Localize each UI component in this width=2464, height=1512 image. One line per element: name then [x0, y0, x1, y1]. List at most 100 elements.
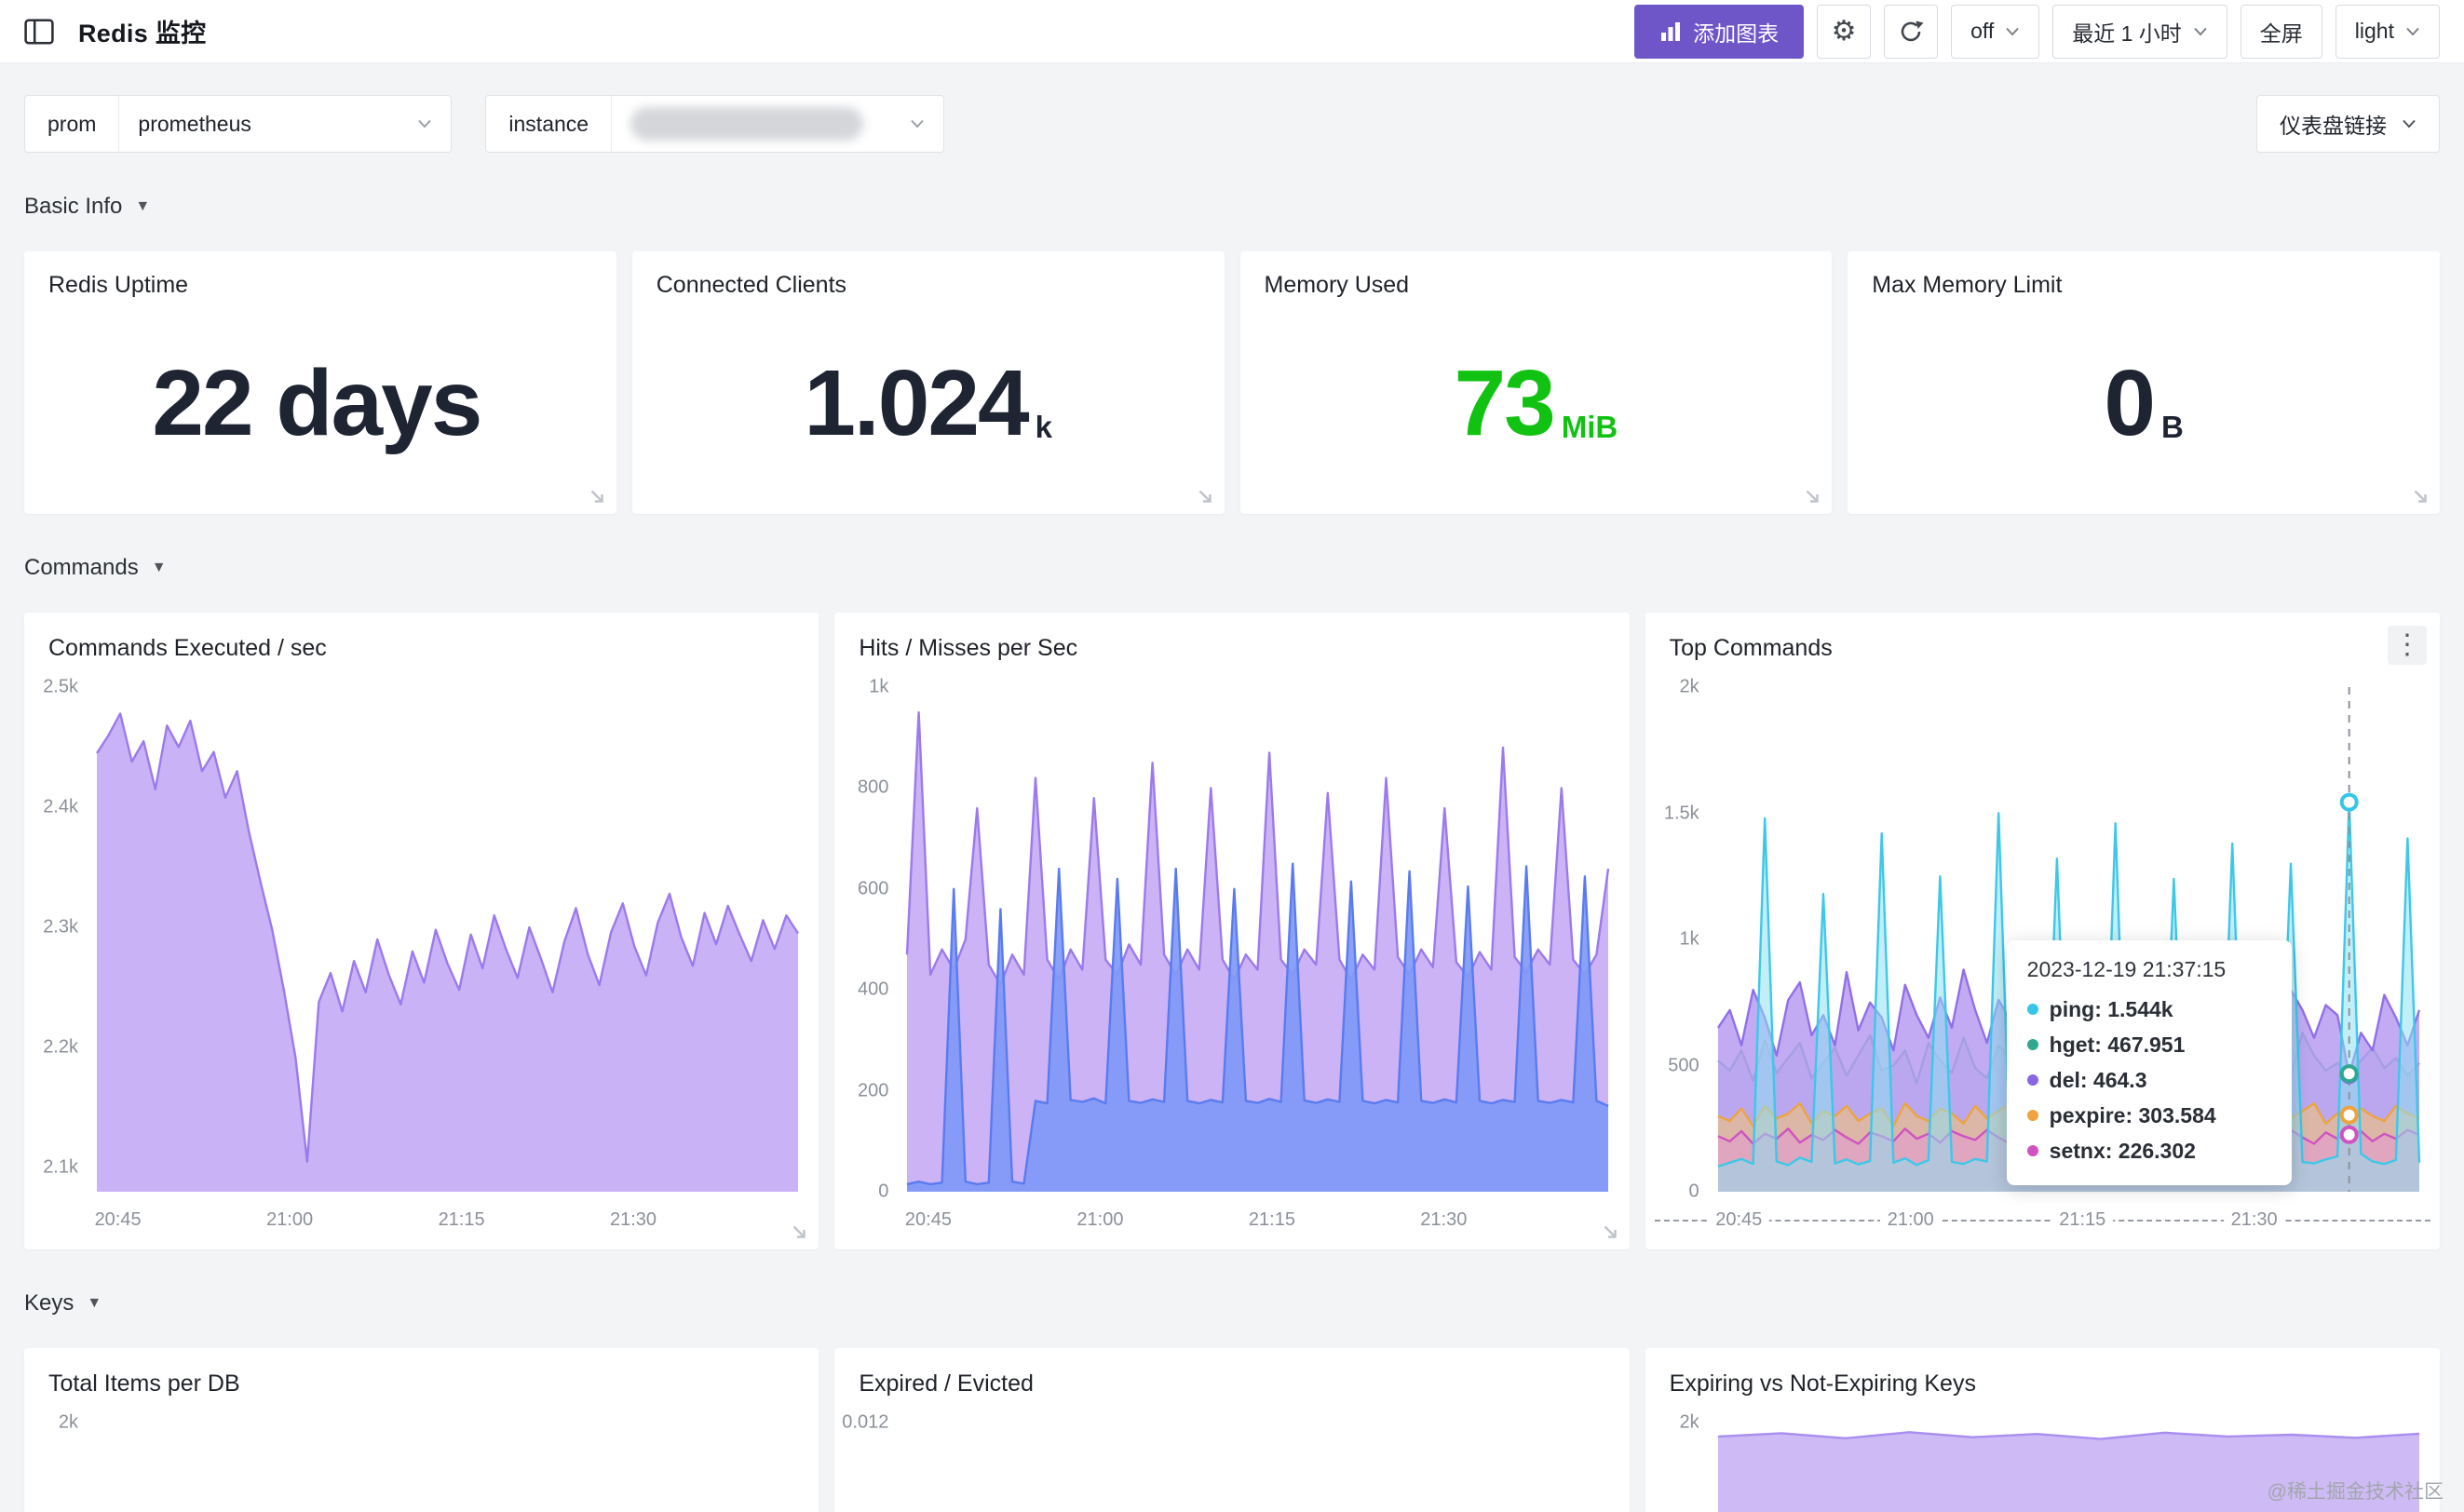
instance-select[interactable] [612, 96, 943, 152]
dashboard-links-dropdown[interactable]: 仪表盘链接 [2256, 95, 2440, 153]
filters-bar: prom prometheus instance 仪表盘链接 [24, 95, 2440, 153]
y-axis: 05001k1.5k2k [1645, 687, 1707, 1192]
chart-canvas [907, 1423, 1608, 1512]
chart-plot[interactable] [907, 687, 1608, 1192]
chart-card-hits-misses: Hits / Misses per Sec 02004006008001k 20… [834, 613, 1629, 1249]
x-tick-label: 21:15 [431, 1205, 493, 1235]
stat-value: 73 [1455, 357, 1554, 450]
chart-plot[interactable] [97, 1423, 798, 1512]
settings-button[interactable]: ⚙ [1817, 5, 1871, 59]
gear-icon: ⚙ [1832, 18, 1857, 46]
series-dot [2027, 1039, 2038, 1050]
y-tick-label: 2.5k [43, 677, 78, 698]
chart-title: Expired / Evicted [859, 1370, 1034, 1397]
y-axis: 2k [24, 1423, 86, 1512]
kebab-menu-icon: ⋮ [2393, 631, 2421, 659]
tooltip-item: pexpire: 303.584 [2027, 1098, 2271, 1133]
y-axis: 0.012 [834, 1423, 896, 1512]
section-header-keys[interactable]: Keys ▼ [24, 1287, 2440, 1320]
add-chart-button[interactable]: 添加图表 [1634, 5, 1804, 59]
resize-handle-icon[interactable] [587, 486, 607, 506]
x-tick-label: 21:15 [1241, 1205, 1303, 1235]
stat-unit: B [2161, 410, 2184, 445]
resize-handle-icon[interactable] [1195, 486, 1215, 506]
stat-value: 0 [2104, 357, 2154, 450]
chevron-down-icon [2005, 27, 2020, 36]
y-tick-label: 2k [1680, 1412, 1699, 1434]
tooltip-timestamp: 2023-12-19 21:37:15 [2027, 957, 2271, 982]
prom-filter-label: prom [25, 96, 119, 152]
page-title: Redis 监控 [78, 13, 206, 49]
chart-plot[interactable] [97, 687, 798, 1192]
x-axis: 20:4521:0021:1521:30 [1718, 1205, 2419, 1235]
chart-menu-button[interactable]: ⋮ [2388, 626, 2427, 665]
stat-unit: MiB [1562, 410, 1618, 445]
refresh-interval-dropdown[interactable]: off [1951, 5, 2039, 59]
x-tick-label: 20:45 [88, 1205, 149, 1235]
y-tick-label: 2.1k [43, 1157, 78, 1179]
series-dot [2027, 1145, 2038, 1156]
x-tick-label: 21:30 [602, 1205, 664, 1235]
y-tick-label: 400 [858, 979, 888, 1001]
header-actions: 添加图表 ⚙ off 最近 1 小时 [1634, 5, 2440, 59]
stat-title: Memory Used [1265, 272, 1410, 299]
tooltip-item: hget: 467.951 [2027, 1027, 2271, 1062]
resize-handle-icon[interactable] [2410, 486, 2430, 506]
y-tick-label: 800 [858, 777, 888, 799]
caret-down-icon: ▼ [135, 199, 150, 214]
header-bar: Redis 监控 添加图表 ⚙ off [0, 0, 2464, 63]
chart-title: Expiring vs Not-Expiring Keys [1670, 1370, 1976, 1397]
stat-card-redis-uptime: Redis Uptime 22 days [24, 251, 616, 514]
prom-filter-group: prom prometheus [24, 95, 452, 153]
resize-handle-icon[interactable] [1802, 486, 1822, 506]
section-header-commands[interactable]: Commands ▼ [24, 551, 2440, 585]
time-range-dropdown[interactable]: 最近 1 小时 [2052, 5, 2227, 59]
chevron-down-icon [2193, 27, 2208, 36]
y-tick-label: 2.2k [43, 1037, 78, 1059]
commands-charts-row: Commands Executed / sec 2.1k2.2k2.3k2.4k… [24, 613, 2440, 1249]
chart-card-commands-executed: Commands Executed / sec 2.1k2.2k2.3k2.4k… [24, 613, 819, 1249]
series-dot [2027, 1074, 2038, 1086]
stat-value: 1.024 [804, 357, 1027, 450]
stat-card-memory-used: Memory Used 73 MiB [1240, 251, 1833, 514]
x-tick-label: 21:00 [1069, 1205, 1130, 1235]
chart-plot[interactable] [907, 1423, 1608, 1512]
y-axis: 2.1k2.2k2.3k2.4k2.5k [24, 687, 86, 1192]
tooltip-item: setnx: 226.302 [2027, 1133, 2271, 1168]
chart-card-total-items-per-db: Total Items per DB 2k [24, 1348, 819, 1512]
section-header-basic-info[interactable]: Basic Info ▼ [24, 190, 2440, 223]
chart-card-top-commands: Top Commands ⋮ 05001k1.5k2k 20:4521:0021… [1645, 613, 2440, 1249]
bar-chart-icon [1659, 20, 1682, 43]
fullscreen-button[interactable]: 全屏 [2241, 5, 2322, 59]
y-tick-label: 1.5k [1664, 803, 1699, 824]
stat-title: Max Memory Limit [1872, 272, 2062, 299]
prom-select[interactable]: prometheus [119, 96, 451, 152]
y-tick-label: 0.012 [842, 1412, 888, 1434]
x-axis: 20:4521:0021:1521:30 [97, 1205, 798, 1235]
chart-title: Hits / Misses per Sec [859, 635, 1077, 662]
x-tick-label: 21:00 [1880, 1205, 1942, 1235]
stat-card-max-memory-limit: Max Memory Limit 0 B [1848, 251, 2440, 514]
stat-unit: k [1036, 410, 1052, 445]
x-tick-label: 21:00 [259, 1205, 320, 1235]
chart-card-expired-evicted: Expired / Evicted 0.012 [834, 1348, 1629, 1512]
tooltip-item: ping: 1.544k [2027, 992, 2271, 1027]
theme-dropdown[interactable]: light [2335, 5, 2440, 59]
y-tick-label: 0 [1689, 1181, 1699, 1203]
redis-dashboard-page: Redis 监控 添加图表 ⚙ off [0, 0, 2464, 1512]
chevron-down-icon [2402, 119, 2417, 128]
caret-down-icon: ▼ [87, 1296, 102, 1311]
y-tick-label: 600 [858, 878, 888, 899]
stat-title: Connected Clients [657, 272, 846, 299]
x-axis: 20:4521:0021:1521:30 [907, 1205, 1608, 1235]
y-tick-label: 0 [878, 1181, 888, 1203]
stat-value: 22 days [152, 357, 481, 450]
chart-canvas [907, 687, 1608, 1192]
refresh-button[interactable] [1884, 5, 1938, 59]
stat-card-connected-clients: Connected Clients 1.024 k [632, 251, 1225, 514]
collapse-sidebar-icon[interactable] [24, 19, 54, 45]
x-tick-label: 21:30 [2224, 1205, 2285, 1235]
y-tick-label: 2.3k [43, 917, 78, 938]
series-dot [2027, 1004, 2038, 1015]
y-tick-label: 2k [59, 1412, 78, 1434]
